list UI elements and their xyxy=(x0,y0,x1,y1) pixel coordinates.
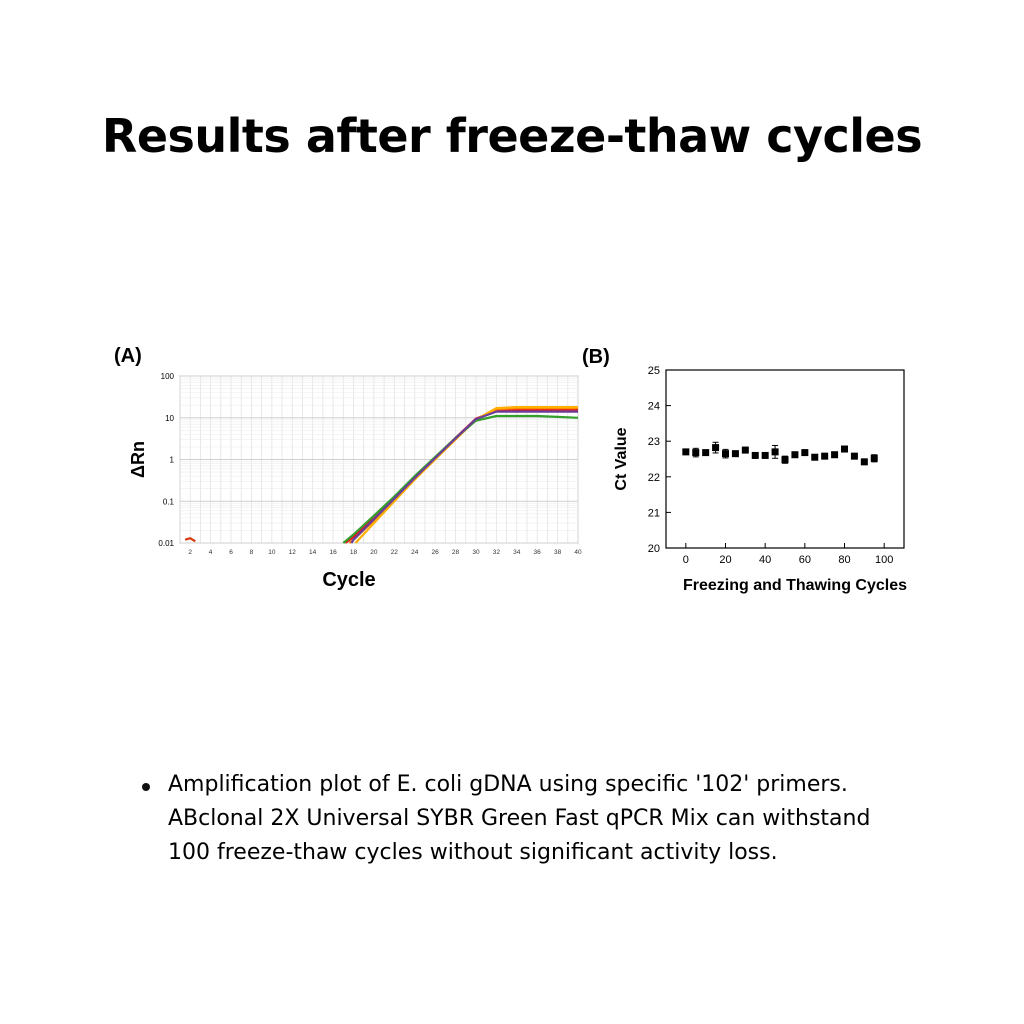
data-point xyxy=(741,446,749,454)
data-point xyxy=(801,449,809,457)
x-tick-label: 80 xyxy=(838,554,850,566)
x-tick-label: 32 xyxy=(493,549,501,556)
x-tick-label: 20 xyxy=(719,554,731,566)
x-tick-label: 40 xyxy=(759,554,771,566)
x-tick-label: 14 xyxy=(309,549,317,556)
x-tick-label: 60 xyxy=(799,554,811,566)
y-axis-label: Ct Value xyxy=(613,427,630,490)
data-point xyxy=(751,451,759,459)
x-tick-label: 0 xyxy=(683,554,689,566)
x-tick-label: 6 xyxy=(229,549,233,556)
x-tick-label: 20 xyxy=(370,549,378,556)
x-tick-label: 4 xyxy=(209,549,213,556)
data-point xyxy=(781,456,789,464)
data-point xyxy=(712,444,720,452)
x-tick-label: 18 xyxy=(350,549,358,556)
x-tick-label: 12 xyxy=(289,549,297,556)
caption-list: Amplification plot of E. coli gDNA using… xyxy=(140,768,880,870)
x-tick-label: 30 xyxy=(472,549,480,556)
data-point xyxy=(850,452,858,460)
data-point xyxy=(870,454,878,462)
x-tick-label: 10 xyxy=(268,549,276,556)
page-title: Results after freeze-thaw cycles xyxy=(101,109,923,163)
y-tick-label: 23 xyxy=(648,436,660,448)
data-point xyxy=(841,445,848,453)
amplification-curve xyxy=(350,410,578,544)
y-tick-label: 21 xyxy=(648,507,660,519)
data-point xyxy=(692,449,700,457)
x-tick-label: 38 xyxy=(554,549,562,556)
x-tick-label: 26 xyxy=(432,549,440,556)
data-point xyxy=(791,451,799,459)
data-point xyxy=(831,451,839,459)
data-point xyxy=(682,448,690,456)
data-point xyxy=(731,450,739,458)
x-tick-label: 36 xyxy=(534,549,542,556)
x-tick-label: 100 xyxy=(875,554,893,566)
panel-label: (B) xyxy=(582,346,610,368)
x-tick-label: 8 xyxy=(250,549,254,556)
x-axis-label: Cycle xyxy=(322,569,375,591)
data-point xyxy=(702,449,710,457)
x-tick-label: 22 xyxy=(391,549,399,556)
x-tick-label: 2 xyxy=(188,549,192,556)
y-tick-label: 24 xyxy=(648,401,660,413)
x-axis-label: Freezing and Thawing Cycles xyxy=(683,577,907,594)
ct-value-plot: (B) 20 21 22 23 24 25 0 20 40 60 80 100 Freezing and … xyxy=(582,346,907,594)
x-tick-label: 34 xyxy=(513,549,521,556)
data-point xyxy=(821,452,829,460)
data-point xyxy=(811,453,819,461)
data-point xyxy=(722,450,729,458)
y-tick-label: 22 xyxy=(648,472,660,484)
panel-label: (A) xyxy=(114,345,142,367)
caption-bullet: Amplification plot of E. coli gDNA using… xyxy=(140,768,880,870)
amplification-curve xyxy=(184,537,196,543)
y-axis-label: ΔRn xyxy=(128,441,148,478)
data-point xyxy=(761,451,769,459)
y-tick-label: 10 xyxy=(165,414,174,423)
y-tick-label: 0.1 xyxy=(163,497,175,506)
data-point xyxy=(771,448,779,456)
x-tick-label: 24 xyxy=(411,549,419,556)
y-tick-label: 1 xyxy=(170,456,175,465)
x-tick-label: 40 xyxy=(574,549,582,556)
y-tick-label: 0.01 xyxy=(158,539,174,548)
data-point xyxy=(860,458,868,466)
x-tick-label: 28 xyxy=(452,549,460,556)
x-tick-label: 16 xyxy=(329,549,337,556)
y-tick-label: 20 xyxy=(648,543,660,555)
y-tick-label: 100 xyxy=(161,372,175,381)
y-tick-label: 25 xyxy=(648,365,660,377)
